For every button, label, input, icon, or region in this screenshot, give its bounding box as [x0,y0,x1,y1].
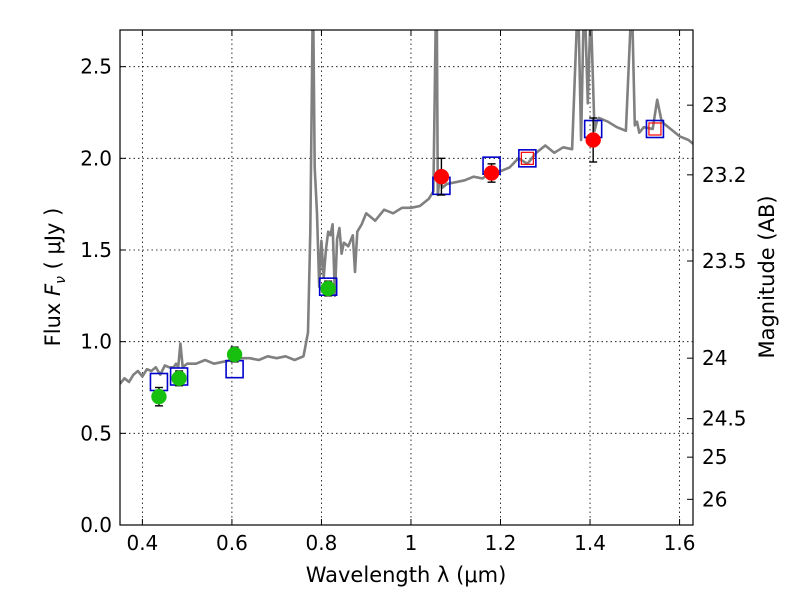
x-tick-label: 1.4 [574,531,606,555]
axis-ticks [120,30,693,526]
magnitude-tick-label: 23.2 [702,163,747,187]
model-square-red [520,151,534,165]
magnitude-tick-label: 26 [702,487,727,511]
photometry-point [171,370,187,387]
y-tick-label: 1.0 [80,330,112,354]
photometry-point [151,388,167,405]
photometry-point [226,346,243,363]
model-square-red [648,122,662,136]
right-axis-label: Magnitude (AB) [755,195,779,358]
x-tick-label: 0.4 [126,531,158,555]
x-tick-label: 1.2 [485,531,517,555]
plot-frame [119,29,694,526]
y-axis-label-subscript: ν [53,276,69,284]
y-tick-label: 0.0 [80,513,112,537]
magnitude-tick-label: 23 [702,93,727,117]
x-axis-label: Wavelength λ (μm) [306,563,507,587]
x-tick-label: 0.8 [306,531,338,555]
model-square-blue [518,149,537,168]
photometry-point [320,280,336,297]
magnitude-tick-label: 24 [702,346,727,370]
model-square-blue [645,119,665,139]
magnitude-tick-label: 25 [702,445,727,469]
magnitude-tick-label: 24.5 [702,407,747,431]
photometry-point [483,165,500,181]
x-tick-label: 1.6 [664,531,696,555]
y-tick-label: 1.5 [80,238,112,262]
photometry-point [585,132,601,148]
tick-labels: 0.4 0.6 0.8 1 1.2 1.4 1.6 0.0 0.5 1.0 1.5 2.0 2.5 23 2… [80,55,746,555]
photometry-point [433,168,450,185]
y-tick-label: 2.5 [80,55,112,79]
y-axis-label-prefix: Flux [41,296,65,346]
plot-data [120,30,693,407]
y-tick-label: 0.5 [80,421,112,445]
spectrum-line [120,30,693,385]
y-tick-label: 2.0 [80,146,112,170]
y-axis-label: Flux Fν ( μJy ) [41,208,69,347]
magnitude-tick-label: 23.5 [702,249,747,273]
x-tick-label: 1 [405,531,418,555]
grid [120,30,693,526]
x-tick-label: 0.6 [216,531,248,555]
y-axis-label-suffix: ( μJy ) [41,208,65,276]
y-axis-label-symbol: F [41,283,65,296]
